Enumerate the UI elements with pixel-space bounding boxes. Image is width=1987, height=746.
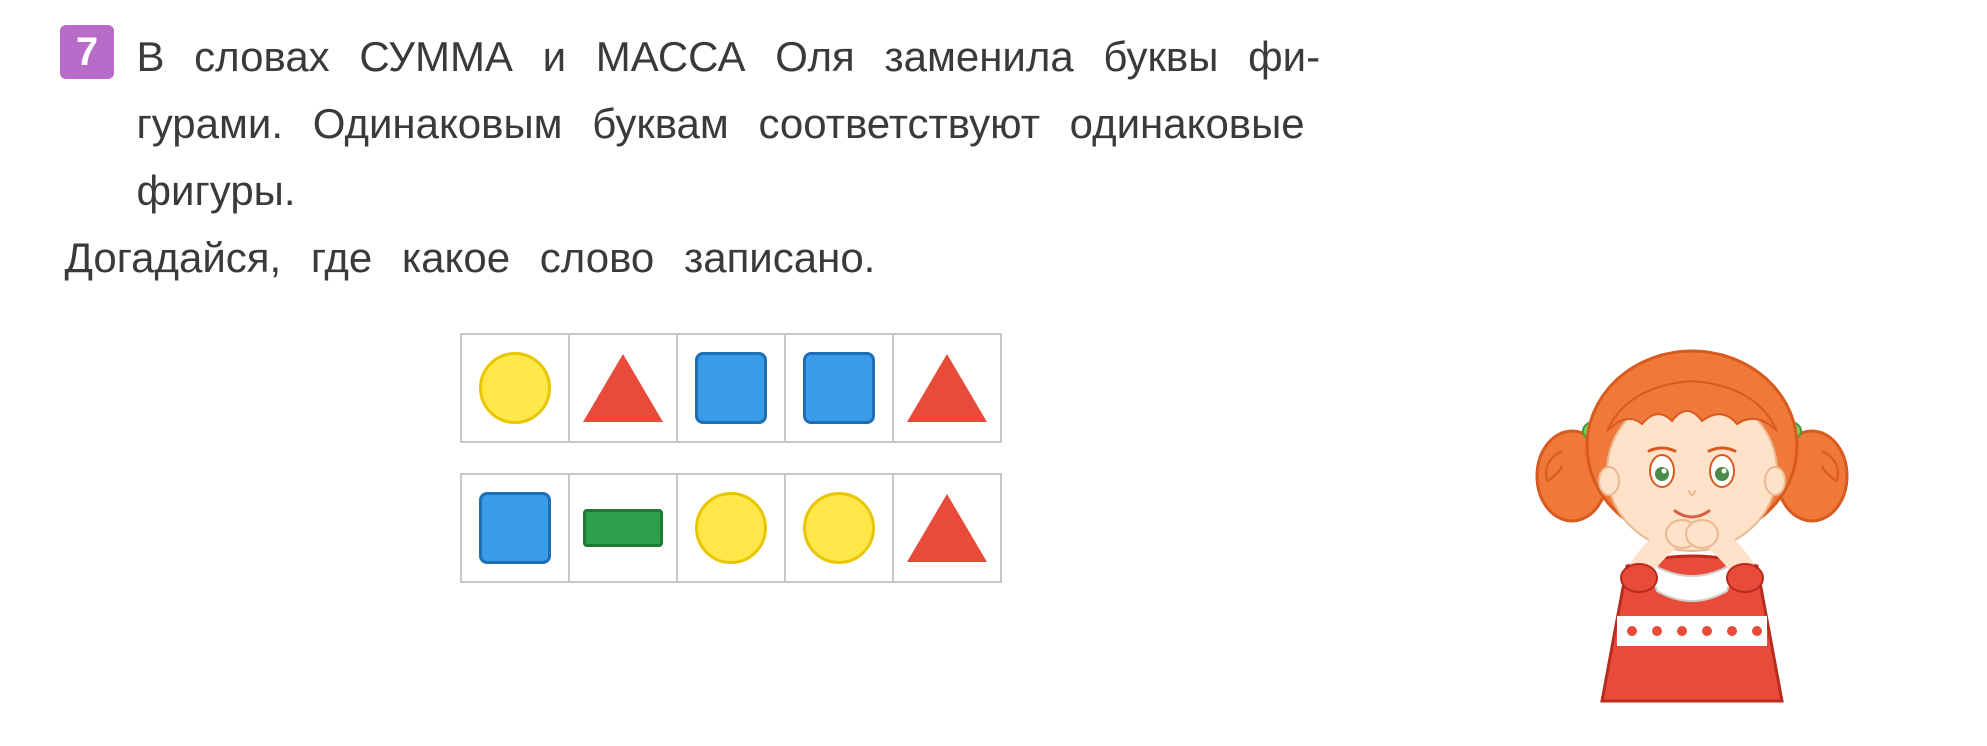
cell-1-3 <box>676 333 786 443</box>
triangle-icon <box>907 354 987 422</box>
circle-icon <box>695 492 767 564</box>
problem-text: В словах СУММА и МАССА Оля заменила букв… <box>136 25 1916 293</box>
text-line-1: В словах СУММА и МАССА Оля заменила букв… <box>136 25 1916 88</box>
cell-2-4 <box>784 473 894 583</box>
text-line-2: гурами. Одинаковым буквам соответствуют … <box>136 92 1916 155</box>
cell-2-2 <box>568 473 678 583</box>
square-icon <box>479 492 551 564</box>
cell-1-1 <box>460 333 570 443</box>
text-line-3: фигуры. <box>136 159 1916 222</box>
problem-number-badge: 7 <box>60 25 114 79</box>
cell-1-4 <box>784 333 894 443</box>
circle-icon <box>803 492 875 564</box>
triangle-icon <box>583 354 663 422</box>
square-icon <box>695 352 767 424</box>
rectangle-icon <box>583 509 663 547</box>
triangle-icon <box>907 494 987 562</box>
cell-2-3 <box>676 473 786 583</box>
circle-icon <box>479 352 551 424</box>
cell-2-5 <box>892 473 1002 583</box>
cell-2-1 <box>460 473 570 583</box>
girl-thinking-illustration <box>1527 336 1857 706</box>
square-icon <box>803 352 875 424</box>
problem-header: 7 В словах СУММА и МАССА Оля заменила бу… <box>60 25 1927 293</box>
cell-1-2 <box>568 333 678 443</box>
cell-1-5 <box>892 333 1002 443</box>
text-line-4: Догадайся, где какое слово записано. <box>64 226 1916 289</box>
